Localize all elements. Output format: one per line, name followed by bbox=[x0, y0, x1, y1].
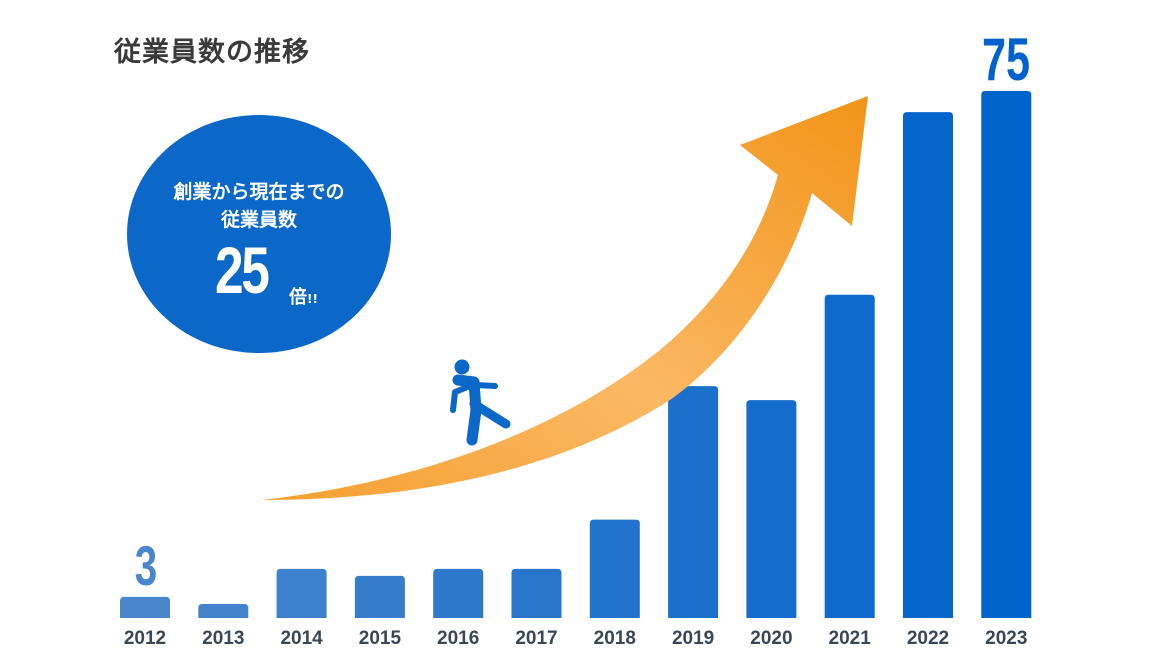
first-value-label: 3 bbox=[134, 534, 158, 597]
callout-line1: 創業から現在までの bbox=[173, 181, 345, 203]
bar-2019 bbox=[668, 386, 719, 618]
growth-callout: 創業から現在までの 従業員数 25 倍!! bbox=[127, 115, 391, 353]
bar-2023 bbox=[981, 91, 1032, 618]
bar-2017 bbox=[511, 568, 562, 618]
year-label: 2014 bbox=[280, 628, 323, 649]
year-label: 2019 bbox=[671, 628, 715, 649]
year-label: 2015 bbox=[358, 628, 402, 649]
bar-2020 bbox=[746, 400, 797, 618]
bar-2021 bbox=[824, 294, 875, 618]
year-label: 2016 bbox=[437, 628, 480, 649]
bar-group bbox=[120, 91, 1032, 618]
bar-2016 bbox=[433, 568, 484, 618]
year-label: 2020 bbox=[750, 628, 793, 649]
exclaim-text: !! bbox=[307, 292, 318, 306]
bar-2015 bbox=[354, 575, 405, 618]
year-label: 2013 bbox=[202, 628, 245, 649]
year-label: 2017 bbox=[515, 628, 558, 649]
growth-arrow-icon bbox=[262, 96, 868, 500]
year-label: 2018 bbox=[593, 628, 636, 649]
page-title: 従業員数の推移 bbox=[114, 37, 310, 68]
year-label: 2021 bbox=[828, 628, 871, 649]
callout-multiplier: 25 bbox=[215, 233, 270, 307]
unit-text: 倍 bbox=[289, 287, 307, 308]
bar-2013 bbox=[198, 603, 249, 618]
callout-unit: 倍!! bbox=[289, 283, 318, 309]
walking-person-icon bbox=[450, 359, 511, 446]
year-label: 2012 bbox=[123, 628, 167, 649]
year-label: 2022 bbox=[906, 628, 950, 649]
bar-2012 bbox=[120, 596, 170, 618]
last-value-label: 75 bbox=[981, 26, 1031, 93]
bar-2022 bbox=[903, 112, 953, 618]
bar-2018 bbox=[589, 519, 640, 618]
bar-2014 bbox=[276, 568, 327, 618]
year-label: 2023 bbox=[985, 628, 1028, 649]
callout-line2: 従業員数 bbox=[220, 209, 297, 231]
